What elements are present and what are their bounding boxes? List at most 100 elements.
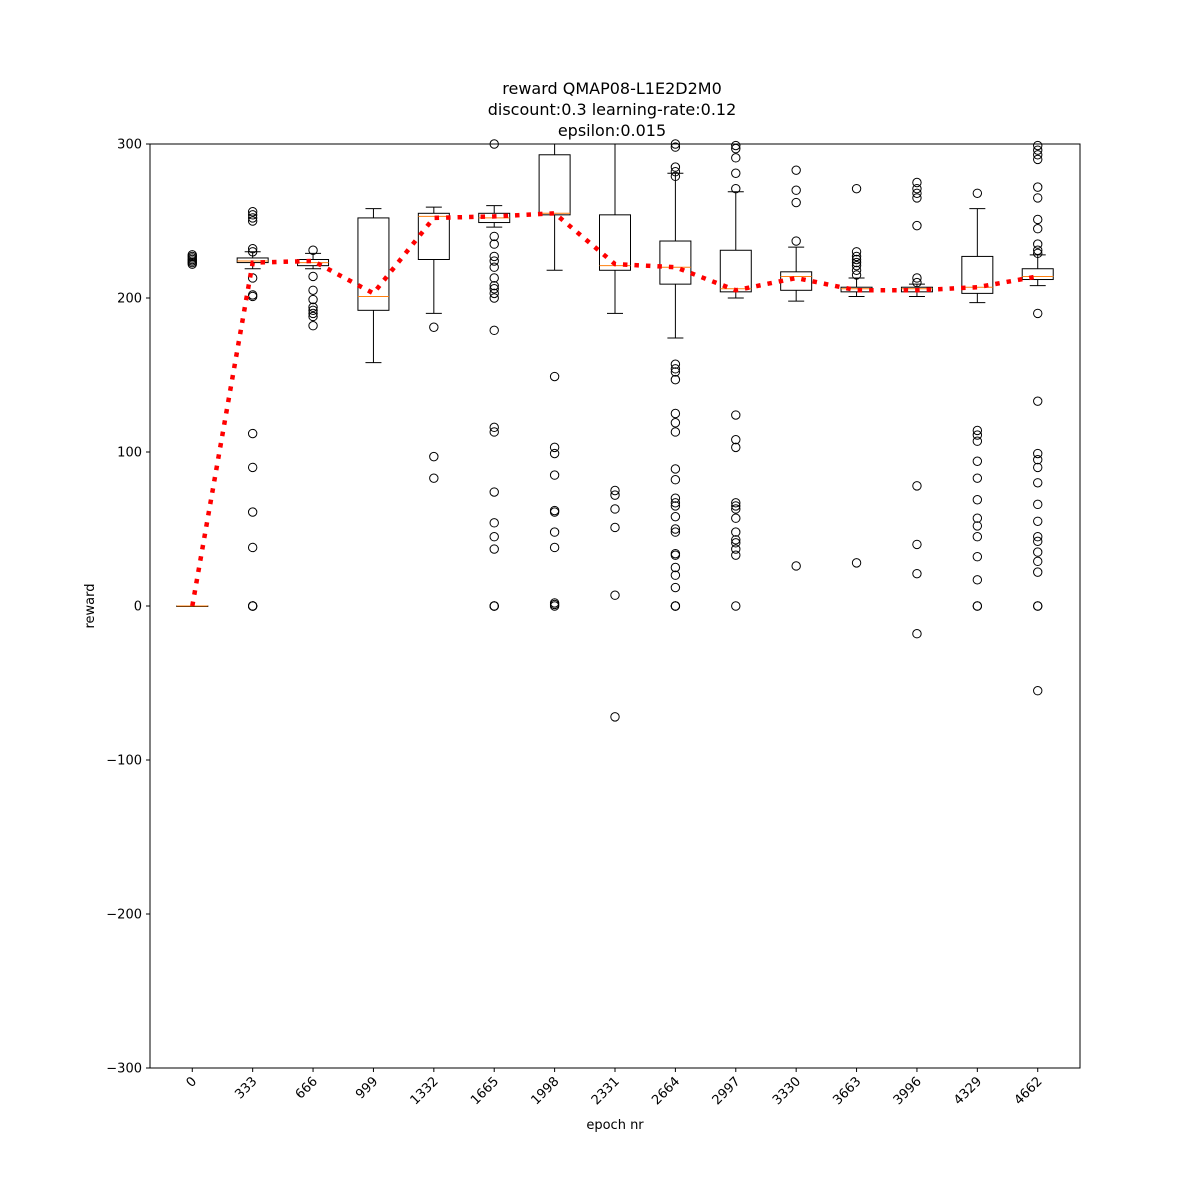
outlier-point xyxy=(670,498,681,508)
outlier-point xyxy=(731,498,741,508)
outlier-point xyxy=(247,216,258,226)
outlier-point xyxy=(610,485,620,496)
outlier-point xyxy=(670,374,681,385)
outlier-point xyxy=(549,371,560,382)
outlier-point xyxy=(731,504,741,514)
outlier-point xyxy=(489,284,499,294)
outlier-point xyxy=(670,570,681,580)
outlier-point xyxy=(670,464,681,474)
outlier-point xyxy=(610,590,620,600)
outlier-point xyxy=(1033,686,1043,696)
outlier-point xyxy=(247,213,258,223)
outlier-point xyxy=(308,302,318,312)
y-tick-label: 100 xyxy=(117,446,142,461)
outlier-point xyxy=(247,601,258,611)
outlier-point xyxy=(851,251,862,262)
outlier-point xyxy=(489,262,499,272)
outlier-point xyxy=(308,321,318,331)
outlier-point xyxy=(731,140,741,151)
outlier-point xyxy=(489,273,499,283)
outlier-point xyxy=(1033,248,1043,259)
outlier-point xyxy=(912,277,922,288)
chart-title-line-1: reward QMAP08-L1E2D2M0 xyxy=(502,79,722,98)
outlier-point xyxy=(791,197,801,208)
outlier-point xyxy=(489,256,499,266)
outlier-point xyxy=(670,171,681,182)
outlier-point xyxy=(1033,536,1043,547)
outlier-point xyxy=(489,544,499,554)
box-iqr xyxy=(961,255,994,294)
outlier-point xyxy=(1033,140,1043,151)
outlier-point xyxy=(731,410,741,420)
outlier-point xyxy=(912,481,922,491)
outlier-point xyxy=(247,507,258,517)
outlier-point xyxy=(549,542,560,553)
outlier-point xyxy=(429,473,439,483)
outlier-point xyxy=(851,270,862,280)
outlier-point xyxy=(731,601,741,611)
outlier-point xyxy=(489,601,499,611)
x-axis-label: epoch nr xyxy=(586,1118,644,1133)
outlier-point xyxy=(1033,532,1043,542)
outlier-point xyxy=(851,247,862,257)
outlier-point xyxy=(851,257,862,268)
outlier-point xyxy=(247,210,258,220)
outlier-point xyxy=(247,542,258,553)
outlier-point xyxy=(489,325,499,336)
outlier-point xyxy=(429,451,439,462)
y-tick-label: −300 xyxy=(106,1062,142,1077)
outlier-point xyxy=(972,188,983,198)
outlier-point xyxy=(731,501,741,511)
outlier-point xyxy=(1033,154,1043,165)
outlier-point xyxy=(1033,182,1043,192)
outlier-point xyxy=(791,185,801,195)
outlier-point xyxy=(670,418,681,428)
outlier-point xyxy=(489,427,499,437)
y-tick-label: −100 xyxy=(106,754,142,769)
outlier-point xyxy=(549,527,560,537)
outlier-point xyxy=(912,183,922,194)
chart-title-line-2: discount:0.3 learning-rate:0.12 xyxy=(488,100,737,119)
outlier-point xyxy=(731,513,741,523)
outlier-point xyxy=(489,487,499,497)
outlier-point xyxy=(912,220,922,231)
outlier-point xyxy=(308,245,318,255)
outlier-point xyxy=(731,442,741,453)
outlier-point xyxy=(912,177,922,188)
outlier-point xyxy=(308,305,318,316)
outlier-point xyxy=(731,168,741,178)
outlier-point xyxy=(731,153,741,163)
outlier-point xyxy=(247,462,258,473)
box-iqr xyxy=(417,212,450,261)
outlier-point xyxy=(670,582,681,593)
outlier-point xyxy=(670,167,681,177)
chart-title-line-3: epsilon:0.015 xyxy=(558,121,666,140)
outlier-point xyxy=(1033,516,1043,526)
axes-frame xyxy=(149,143,1081,1069)
outlier-point xyxy=(912,539,922,550)
outlier-point xyxy=(308,271,318,282)
outlier-point xyxy=(1033,396,1043,406)
box-iqr xyxy=(659,240,692,285)
outlier-point xyxy=(670,511,681,522)
outlier-point xyxy=(670,408,681,419)
outlier-point xyxy=(1033,567,1043,577)
outlier-point xyxy=(731,550,741,560)
outlier-point xyxy=(731,183,741,194)
box-iqr xyxy=(357,217,390,311)
outlier-point xyxy=(1033,601,1043,611)
y-axis-label: reward xyxy=(83,583,98,628)
outlier-point xyxy=(791,561,801,571)
outlier-point xyxy=(489,532,499,542)
outlier-point xyxy=(1033,150,1043,160)
outlier-point xyxy=(972,425,983,436)
outlier-point xyxy=(247,247,258,257)
box-iqr xyxy=(538,154,571,216)
outlier-point xyxy=(731,535,741,545)
outlier-point xyxy=(429,322,439,332)
outlier-point xyxy=(912,273,922,283)
outlier-point xyxy=(791,236,801,246)
outlier-point xyxy=(731,434,741,445)
outlier-point xyxy=(489,518,499,528)
